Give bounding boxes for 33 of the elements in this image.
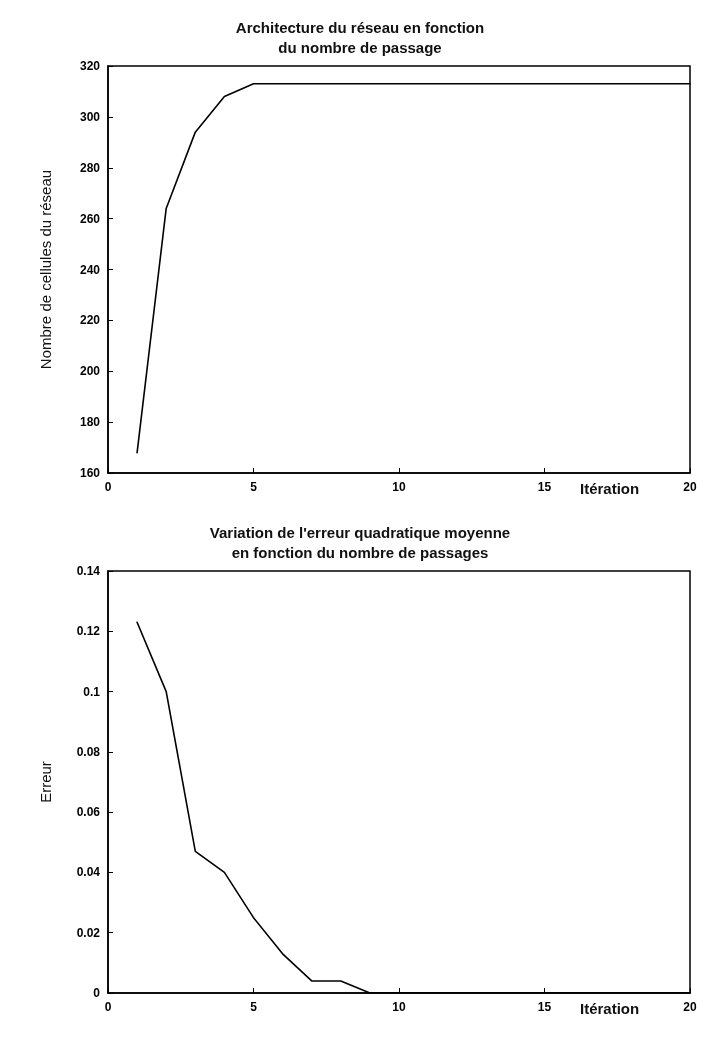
x-tick-label: 15 bbox=[537, 1000, 552, 1014]
y-tick-label: 160 bbox=[79, 466, 101, 480]
x-tick-label: 0 bbox=[104, 1000, 112, 1014]
x-tick-label: 5 bbox=[250, 1000, 258, 1014]
y-tick-label: 180 bbox=[79, 415, 101, 430]
y-tick-label: 300 bbox=[79, 109, 101, 124]
x-axis-title: Itération bbox=[580, 480, 640, 497]
x-tick-label: 0 bbox=[104, 480, 112, 494]
y-tick-label: 0.1 bbox=[83, 684, 101, 699]
chart-title: Variation de l'erreur quadratique moyenne en fonction du nombre de passages bbox=[209, 523, 511, 561]
y-tick-label: 200 bbox=[79, 364, 101, 379]
y-axis-title: Nombre de cellules du réseau bbox=[37, 169, 54, 370]
chart-title: Architecture du réseau en fonction du nombre de passage bbox=[235, 18, 485, 56]
y-tick-label: 0.06 bbox=[76, 805, 101, 820]
y-tick-label: 0.12 bbox=[76, 624, 101, 639]
y-tick-label: 0 bbox=[93, 986, 101, 1000]
y-tick-label: 280 bbox=[79, 160, 101, 175]
y-tick-label: 0.08 bbox=[76, 744, 101, 759]
x-axis-title: Itération bbox=[580, 1000, 640, 1017]
x-tick-label: 20 bbox=[683, 1000, 697, 1014]
y-tick-label: 240 bbox=[79, 262, 101, 277]
y-axis-title: Erreur bbox=[37, 761, 54, 803]
y-tick-label: 0.14 bbox=[76, 564, 101, 578]
y-tick-label: 0.04 bbox=[76, 865, 101, 880]
y-tick-label: 0.02 bbox=[76, 925, 101, 940]
x-tick-label: 10 bbox=[392, 480, 406, 494]
x-tick-label: 20 bbox=[683, 480, 697, 494]
x-tick-label: 5 bbox=[250, 480, 258, 494]
y-tick-label: 220 bbox=[79, 313, 101, 328]
y-tick-label: 320 bbox=[79, 59, 101, 73]
x-tick-label: 10 bbox=[392, 1000, 406, 1014]
x-tick-label: 15 bbox=[537, 480, 552, 494]
y-tick-label: 260 bbox=[79, 211, 101, 226]
